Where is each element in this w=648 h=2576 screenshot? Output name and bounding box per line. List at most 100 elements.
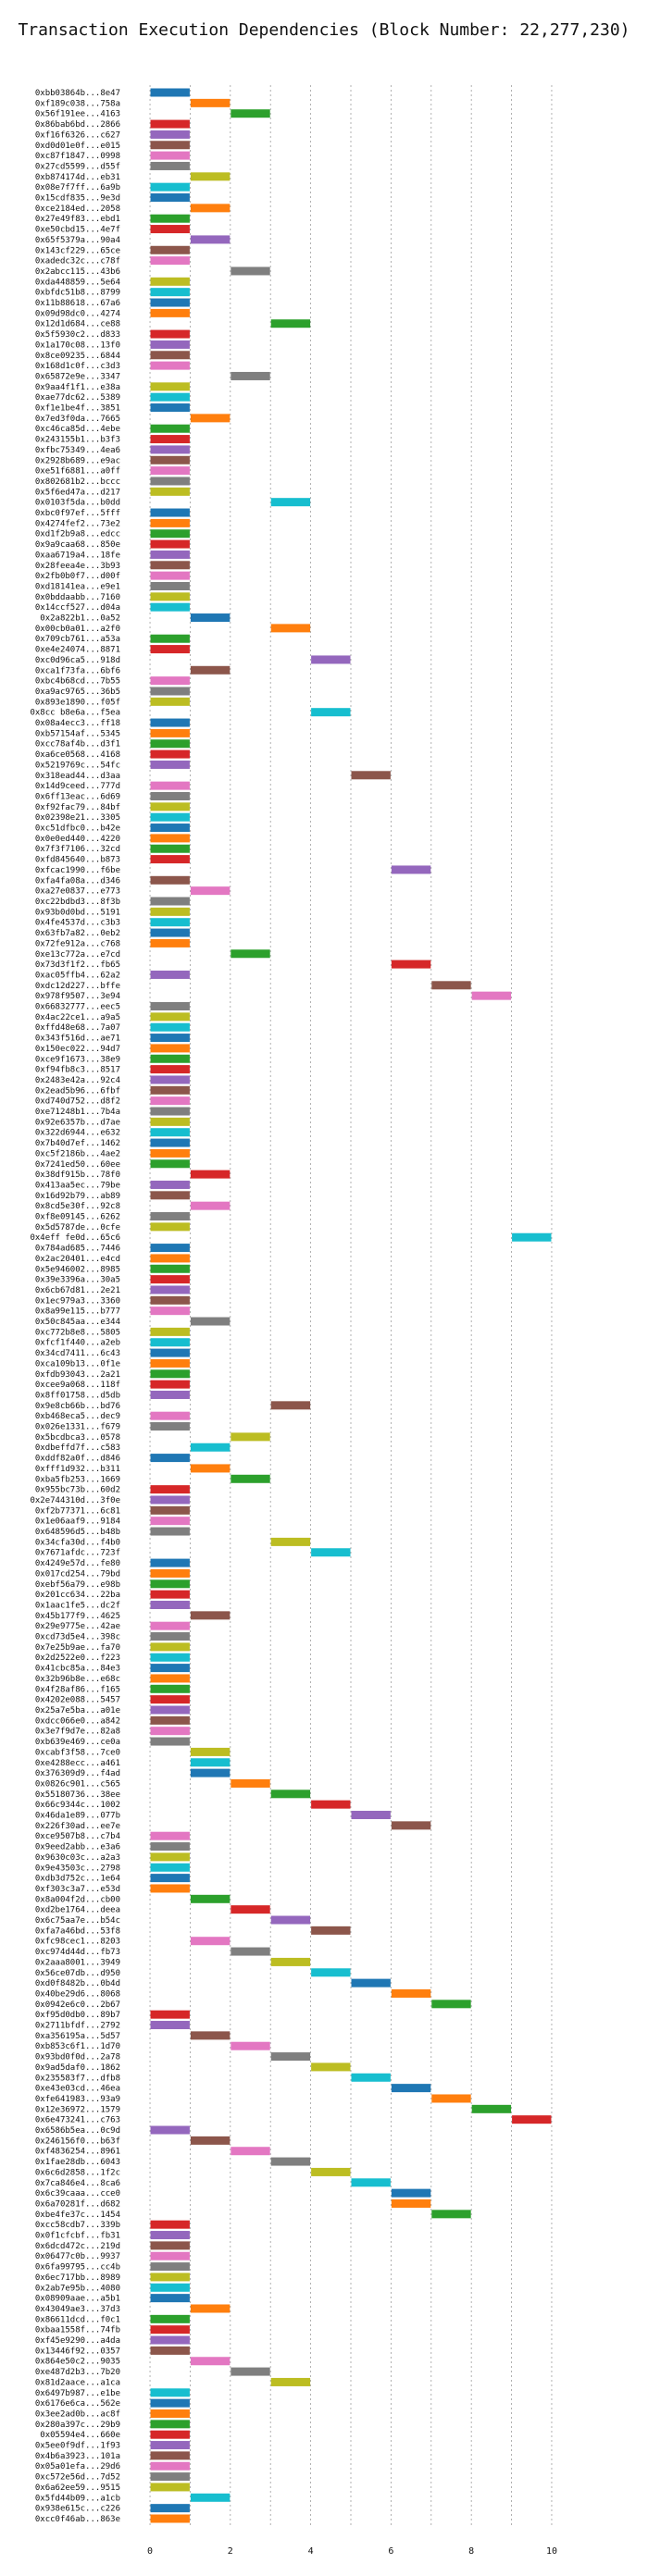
y-tick-label: 0xc974d44d...fb73 (35, 1948, 120, 1957)
y-tick-label: 0xcabf3f58...7ce0 (35, 1748, 120, 1757)
y-tick-label: 0x8a99e115...b777 (35, 1307, 120, 1317)
y-tick-label: 0x7ca846e4...8ca6 (35, 2179, 120, 2188)
y-tick-label: 0x08a4ecc3...ff18 (35, 719, 120, 728)
transaction-bar (391, 865, 431, 874)
transaction-bar (311, 1968, 351, 1977)
y-tick-label: 0x9e43503c...2798 (35, 1864, 120, 1873)
y-tick-label: 0x2abcc115...43b6 (35, 267, 120, 277)
transaction-bar (150, 1863, 190, 1872)
transaction-bar (150, 1485, 190, 1494)
transaction-bar (270, 498, 311, 507)
transaction-bar (270, 624, 311, 633)
transaction-bar (471, 991, 512, 1000)
y-tick-label: 0x201cc634...22ba (35, 1591, 120, 1600)
y-tick-label: 0xa9ac9765...36b5 (35, 687, 120, 697)
transaction-bar (150, 277, 190, 286)
y-tick-label: 0x2711bfdf...2792 (35, 2022, 120, 2031)
transaction-bar (150, 2420, 190, 2429)
y-tick-label: 0x6cb67d81...2e21 (35, 1286, 120, 1295)
y-tick-label: 0x14d9ceed...777d (35, 782, 120, 791)
y-tick-label: 0x6a62ee59...9515 (35, 2483, 120, 2493)
transaction-bar (512, 1232, 552, 1242)
transaction-bar (190, 1443, 231, 1452)
y-tick-label: 0x5d5787de...0cfe (35, 1223, 120, 1232)
y-tick-label: 0x8ff01758...d5db (35, 1391, 120, 1400)
transaction-bar (150, 1075, 190, 1084)
transaction-bar (150, 2262, 190, 2272)
transaction-bar (150, 225, 190, 234)
transaction-bar (150, 1117, 190, 1126)
transaction-bar (150, 1884, 190, 1893)
transaction-bar (150, 1191, 190, 1200)
transaction-bar (231, 2041, 270, 2050)
y-tick-label: 0x39e3396a...30a5 (35, 1276, 120, 1285)
transaction-bar (150, 676, 190, 686)
y-tick-label: 0xce9f1673...38e9 (35, 1055, 120, 1064)
transaction-bar (150, 329, 190, 339)
y-tick-label: 0x143cf229...65ce (35, 246, 120, 255)
transaction-bar (231, 1947, 270, 1956)
x-tick-label: 0 (147, 2546, 153, 2557)
transaction-bar (150, 2273, 190, 2282)
transaction-bar (270, 1790, 311, 1799)
y-tick-label: 0x02398e21...3305 (35, 813, 120, 823)
y-tick-label: 0x40be29d6...8068 (35, 1989, 120, 1999)
transaction-bar (150, 1107, 190, 1116)
transaction-bar (150, 1244, 190, 1253)
y-tick-label: 0xb57154af...5345 (35, 729, 120, 738)
transaction-bar (150, 1180, 190, 1189)
y-tick-label: 0x9e8cb66b...bd76 (35, 1402, 120, 1411)
y-tick-label: 0x2d2522e0...f223 (35, 1653, 120, 1663)
transaction-bar (150, 2430, 190, 2439)
x-tick-label: 2 (228, 2546, 233, 2557)
y-tick-label: 0x4ac22ce1...a9a5 (35, 1013, 120, 1022)
transaction-bar (150, 1128, 190, 1137)
transaction-bar (150, 1338, 190, 1347)
y-tick-label: 0xe13c772a...e7cd (35, 950, 120, 960)
y-tick-label: 0x955bc73b...60d2 (35, 1486, 120, 1495)
y-tick-label: 0x32b96b8e...e68c (35, 1675, 120, 1684)
transaction-bar (190, 1747, 231, 1756)
transaction-bar (150, 1380, 190, 1389)
y-tick-label: 0x3ee2ad0b...ac8f (35, 2409, 120, 2419)
y-tick-label: 0xce9507b8...c7b4 (35, 1832, 120, 1841)
transaction-bar (391, 960, 431, 969)
y-tick-label: 0x5bcdbca3...0578 (35, 1433, 120, 1443)
y-tick-label: 0x34cd7411...6c43 (35, 1349, 120, 1358)
y-tick-label: 0xf94fb8c3...8517 (35, 1066, 120, 1075)
transaction-bar (150, 561, 190, 570)
y-tick-label: 0x235583f7...dfb8 (35, 2074, 120, 2083)
transaction-bar (231, 371, 270, 380)
y-tick-label: 0xdc12d227...bffe (35, 982, 120, 991)
transaction-bar (150, 298, 190, 307)
transaction-bar (431, 2000, 471, 2009)
y-tick-label: 0xb468eca5...dec9 (35, 1412, 120, 1421)
transaction-bar (512, 2115, 552, 2124)
transaction-bar (150, 1632, 190, 1641)
y-tick-label: 0x0826c901...c565 (35, 1779, 120, 1789)
transaction-bar (150, 1054, 190, 1063)
y-tick-label: 0x6fa99795...cc4b (35, 2263, 120, 2273)
transaction-bar (150, 1579, 190, 1589)
y-tick-label: 0x226f30ad...ee7e (35, 1822, 120, 1831)
y-tick-label: 0xfcac1990...f6be (35, 866, 120, 875)
y-tick-label: 0x0bddaabb...7160 (35, 593, 120, 602)
y-tick-label: 0x938e615c...c226 (35, 2505, 120, 2514)
transaction-bar (150, 466, 190, 476)
transaction-bar (190, 2357, 231, 2366)
transaction-bar (190, 235, 231, 244)
y-tick-label: 0x709cb761...a53a (35, 635, 120, 644)
transaction-bar (190, 204, 231, 213)
y-tick-label: 0x66832777...eec5 (35, 1003, 120, 1012)
transaction-bar (150, 602, 190, 612)
y-tick-label: 0x6c39caaa...cce0 (35, 2189, 120, 2198)
transaction-bar (150, 1422, 190, 1431)
transaction-bar (150, 477, 190, 486)
transaction-bar (150, 1874, 190, 1883)
transaction-bar (150, 2398, 190, 2408)
transaction-bar (231, 1905, 270, 1914)
transaction-bar (150, 1642, 190, 1652)
transaction-bar (150, 245, 190, 254)
y-tick-label: 0x65872e9e...3347 (35, 372, 120, 381)
y-tick-label: 0x16d92b79...ab89 (35, 1192, 120, 1201)
